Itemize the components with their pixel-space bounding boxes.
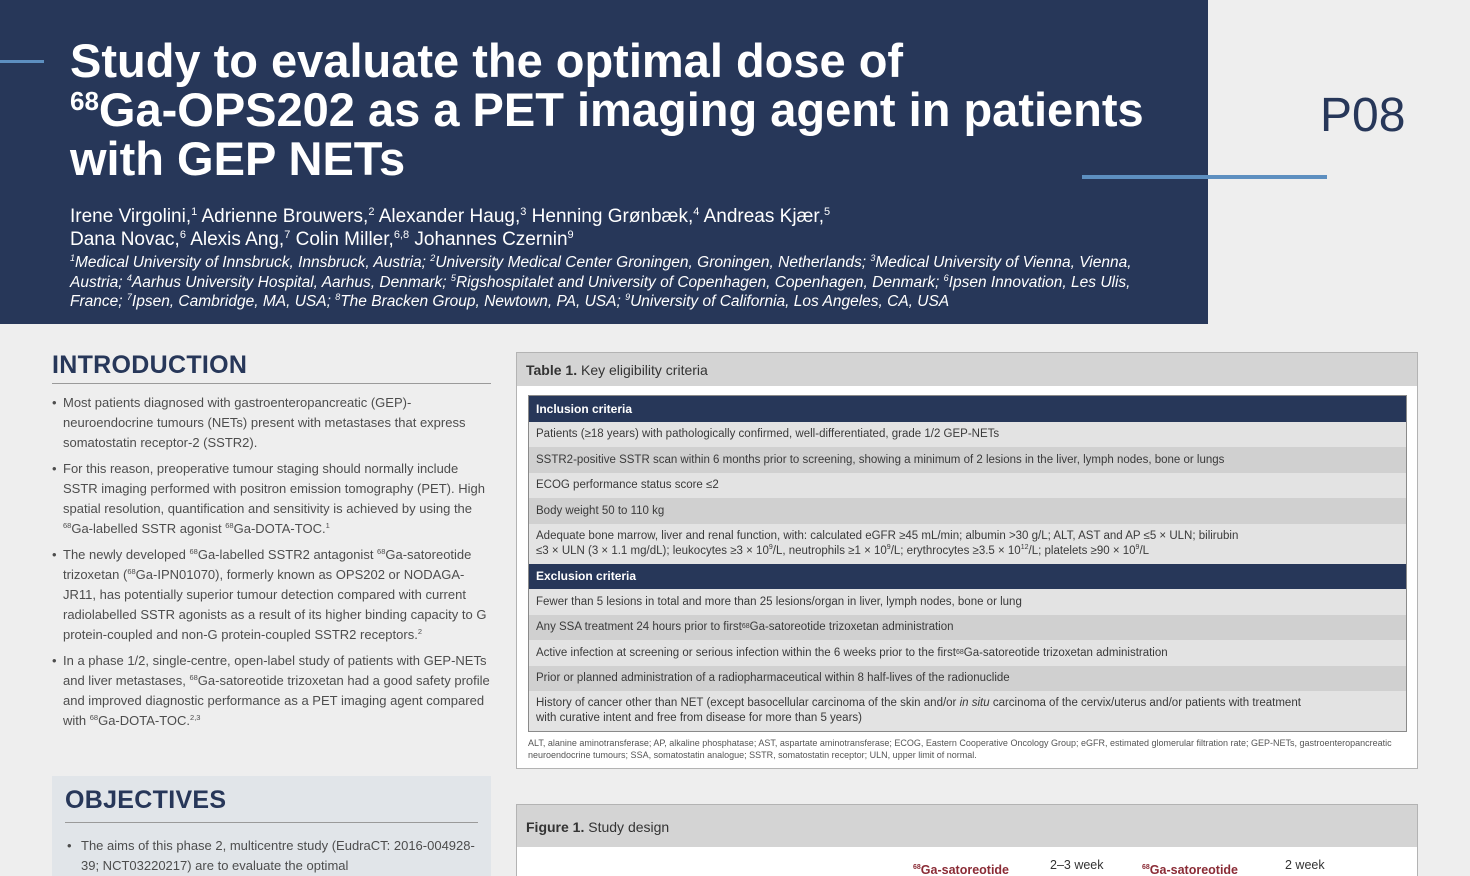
interval-label: 2–3 week: [1050, 858, 1104, 872]
affiliation: University Medical Center Groningen, Gro…: [435, 254, 867, 271]
table-caption: Table 1. Key eligibility criteria: [526, 362, 708, 378]
list-item: • Most patients diagnosed with gastroente…: [52, 395, 466, 450]
figure-panel: Figure 1. Study design 68Ga-satoreotide …: [516, 804, 1418, 876]
introduction-heading: INTRODUCTION: [52, 351, 248, 379]
affiliation: The Bracken Group, Newtown, PA, USA;: [340, 293, 621, 310]
affiliation: Ipsen Innovation, Les Ulis, France;: [70, 273, 1131, 311]
agent-label: 68Ga-satoreotide: [1142, 863, 1239, 876]
table-footnote: ALT, alanine aminotransferase; AP, alkal…: [528, 738, 1392, 760]
table-row: ECOG performance status score ≤2: [529, 472, 1406, 498]
figure-caption-bar: Figure 1. Study design: [517, 805, 1417, 847]
eligibility-table: Inclusion criteria Patients (≥18 years) …: [528, 395, 1407, 732]
affiliation: Aarhus University Hospital, Aarhus, Denm…: [131, 273, 447, 291]
table-caption-bar: Table 1. Key eligibility criteria: [517, 353, 1417, 386]
affiliation: Medical University of Innsbruck, Innsbru…: [75, 254, 426, 271]
author: Dana Novac,: [70, 229, 180, 250]
agent-label: 68Ga-satoreotide: [913, 863, 1010, 876]
poster-code: P08: [1320, 89, 1406, 142]
title-line-2: 68Ga-OPS202 as a PET imaging agent in pa…: [70, 83, 1144, 136]
table-header-row: Exclusion criteria: [529, 563, 1406, 589]
table-row: Fewer than 5 lesions in total and more t…: [529, 589, 1406, 615]
objectives-heading: OBJECTIVES: [65, 786, 227, 814]
affiliation: University of California, Los Angeles, C…: [630, 293, 950, 310]
table-panel: Table 1. Key eligibility criteria Inclus…: [516, 352, 1418, 769]
section-divider: [65, 822, 478, 823]
author: Andreas Kjær,: [703, 206, 824, 227]
author: Alexis Ang,: [190, 229, 285, 250]
list-item: • The newly developed 68Ga-labelled SSTR2…: [52, 547, 487, 642]
table-row: Any SSA treatment 24 hours prior to firs…: [529, 614, 1406, 640]
accent-bar: [0, 60, 44, 63]
table-header-row: Inclusion criteria: [529, 396, 1406, 422]
table-row: Patients (≥18 years) with pathologically…: [529, 421, 1406, 447]
author: Irene Virgolini,: [70, 206, 192, 227]
list-item: • The aims of this phase 2, multicentre s…: [67, 838, 475, 873]
title-line-3: with GEP NETs: [70, 132, 406, 185]
table-row: Adequate bone marrow, liver and renal fu…: [529, 523, 1406, 564]
accent-line: [1082, 175, 1327, 179]
table-row: Prior or planned administration of a rad…: [529, 665, 1406, 691]
affiliation-list: 1Medical University of Innsbruck, Innsbr…: [70, 253, 1132, 311]
author: Colin Miller,: [295, 229, 394, 250]
objectives-box: OBJECTIVES • The aims of this phase 2, mu…: [52, 776, 491, 876]
author-list: Irene Virgolini,1 Adrienne Brouwers,2 Al…: [70, 206, 831, 250]
title-line-1: Study to evaluate the optimal dose of: [70, 34, 904, 87]
author: Alexander Haug,: [378, 206, 521, 227]
table-row: Active infection at screening or serious…: [529, 640, 1406, 666]
section-divider: [52, 383, 491, 384]
table-row: SSTR2-positive SSTR scan within 6 months…: [529, 447, 1406, 473]
list-item: • In a phase 1/2, single-centre, open-lab…: [52, 653, 490, 729]
title-banner: Study to evaluate the optimal dose of 68…: [0, 0, 1208, 324]
table-row: History of cancer other than NET (except…: [529, 691, 1406, 731]
affiliation: Medical University of Vienna, Vienna, Au…: [70, 254, 1132, 291]
affiliation: Ipsen, Cambridge, MA, USA;: [131, 293, 331, 310]
affiliation: Rigshospitalet and University of Copenha…: [455, 273, 940, 291]
author: Johannes Czernin: [414, 229, 568, 250]
table-row: Body weight 50 to 110 kg: [529, 498, 1406, 524]
poster-title: Study to evaluate the optimal dose of 68…: [70, 36, 1180, 183]
author: Adrienne Brouwers,: [201, 206, 369, 227]
introduction-list: • Most patients diagnosed with gastroente…: [52, 393, 492, 738]
interval-label: 2 week: [1285, 858, 1325, 872]
list-item: • For this reason, preoperative tumour st…: [52, 461, 485, 536]
author: Henning Grønbæk,: [531, 206, 694, 227]
figure-caption: Figure 1. Study design: [526, 819, 670, 835]
